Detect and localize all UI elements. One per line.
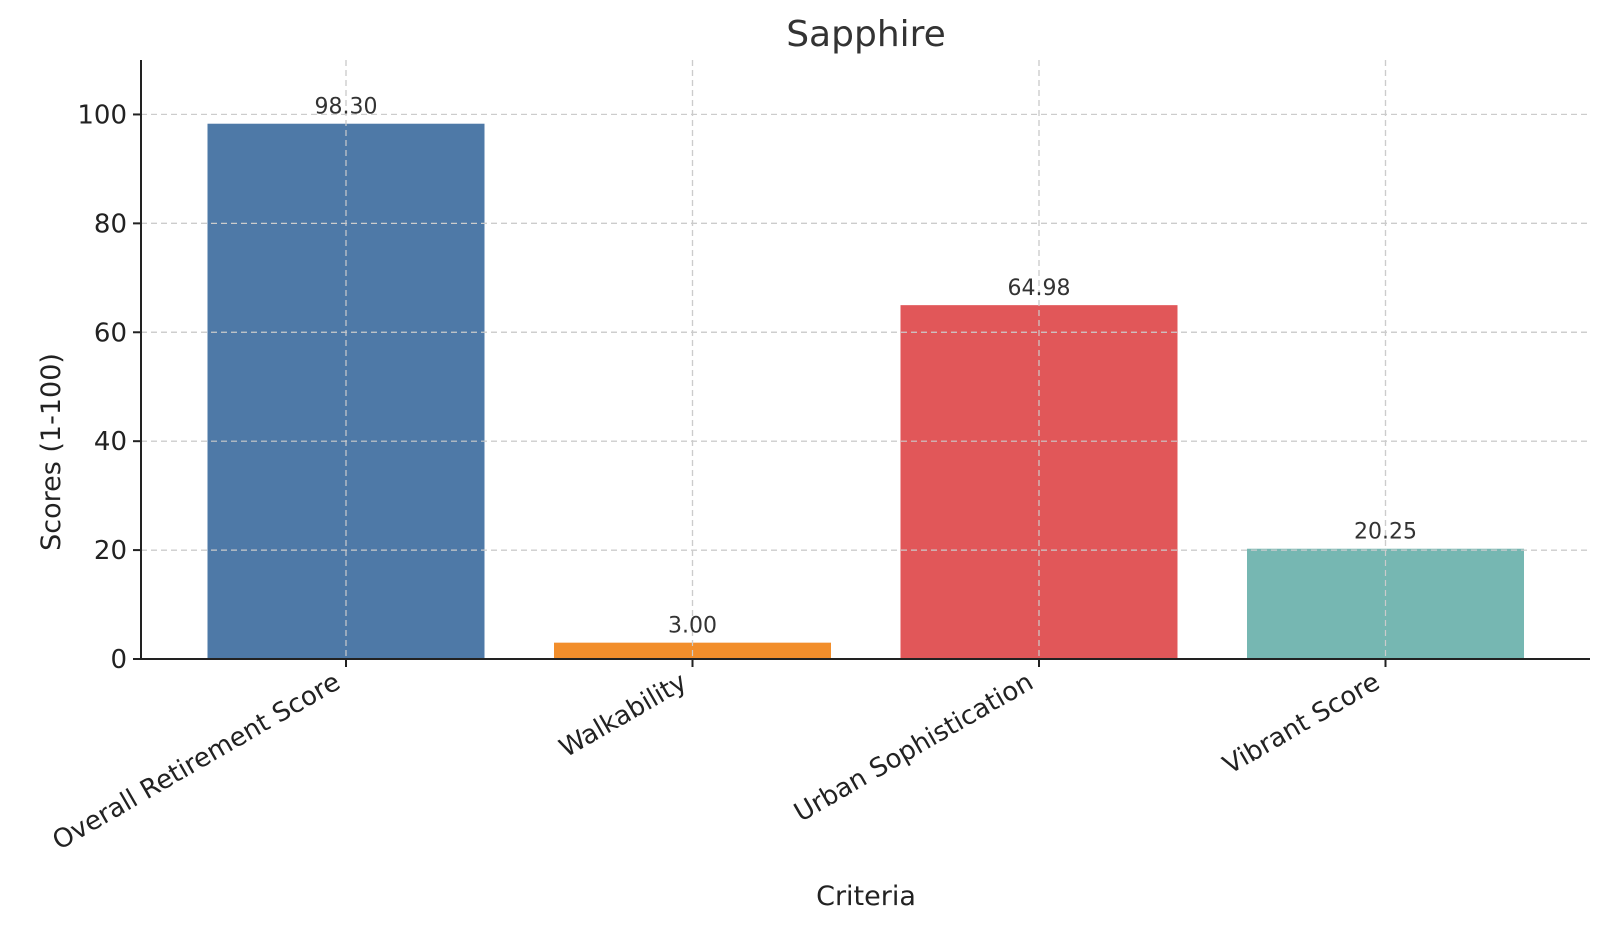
chart-title: Sapphire <box>786 14 946 55</box>
x-category-label: Overall Retirement Score <box>48 667 346 856</box>
bar-value-label: 20.25 <box>1354 520 1417 545</box>
x-category-label: Urban Sophistication <box>789 667 1038 828</box>
bar-value-label: 64.98 <box>1008 276 1071 301</box>
y-tick-label: 80 <box>94 209 127 239</box>
y-axis-label: Scores (1-100) <box>36 353 67 551</box>
x-category-label: Vibrant Score <box>1218 667 1385 781</box>
x-category-label: Walkability <box>554 667 692 764</box>
bars-layer <box>207 123 1524 660</box>
value-labels-layer: 98.30 3.00 64.98 20.25 <box>141 60 1590 659</box>
bar-value-label: 3.00 <box>668 614 717 639</box>
y-tick-label: 20 <box>94 536 127 566</box>
y-tick-label: 60 <box>94 318 127 348</box>
y-tick-label: 40 <box>94 427 127 457</box>
y-tick-label: 0 <box>110 645 127 675</box>
y-tick-label: 100 <box>77 100 127 130</box>
x-axis-label: Criteria <box>816 881 916 912</box>
bar-value-label: 98.30 <box>315 95 378 120</box>
